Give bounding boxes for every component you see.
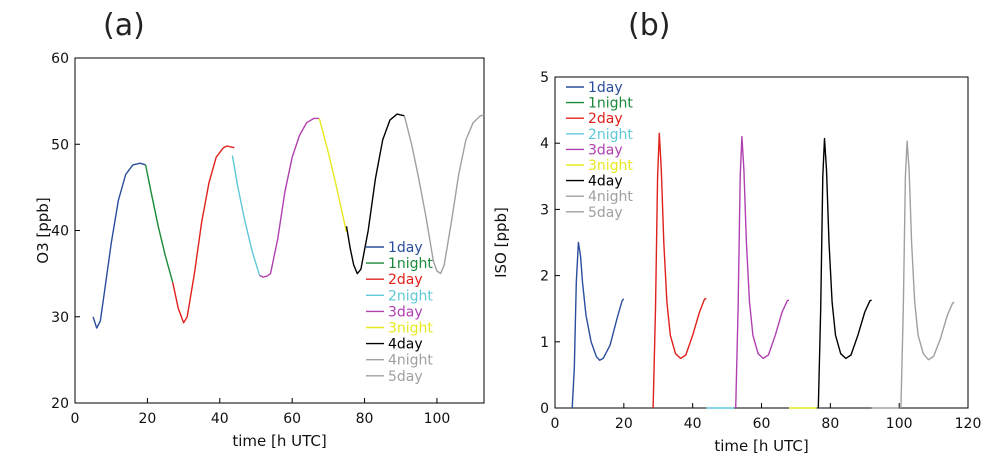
series-line-2day bbox=[652, 132, 707, 409]
series-line-1day bbox=[571, 241, 625, 409]
panel-label-a: (a) bbox=[103, 8, 145, 43]
y-tick-label: 3 bbox=[540, 202, 549, 218]
y-tick-label: 20 bbox=[51, 396, 69, 412]
legend-label-1night: 1night bbox=[588, 96, 633, 112]
series-line-4day bbox=[817, 137, 872, 409]
y-tick-label: 30 bbox=[51, 310, 69, 326]
legend-label-3night: 3night bbox=[388, 321, 433, 337]
x-tick-label: 0 bbox=[71, 411, 80, 427]
x-tick-label: 60 bbox=[283, 411, 301, 427]
x-tick-label: 120 bbox=[955, 416, 982, 432]
x-tick-label: 80 bbox=[821, 416, 839, 432]
legend: 1day1night2day2night3day3night4day4night… bbox=[366, 240, 433, 385]
legend-label-3day: 3day bbox=[588, 142, 623, 158]
legend-label-1day: 1day bbox=[588, 80, 623, 96]
legend-label-4night: 4night bbox=[388, 353, 433, 369]
series-line-3day bbox=[259, 117, 320, 278]
series-line-4day bbox=[345, 113, 405, 275]
series-line-1night bbox=[144, 164, 174, 283]
series-line-5day bbox=[432, 114, 485, 275]
y-tick-label: 2 bbox=[540, 269, 549, 285]
legend-label-4night: 4night bbox=[588, 189, 633, 205]
y-tick-label: 4 bbox=[540, 136, 549, 152]
legend-label-2night: 2night bbox=[588, 127, 633, 143]
y-tick-label: 60 bbox=[51, 51, 69, 67]
x-tick-label: 0 bbox=[551, 416, 560, 432]
x-tick-label: 100 bbox=[886, 416, 913, 432]
legend-label-1night: 1night bbox=[388, 256, 433, 272]
y-tick-label: 1 bbox=[540, 335, 549, 351]
series-line-1day bbox=[92, 162, 146, 329]
legend-label-2day: 2day bbox=[588, 111, 623, 127]
x-axis-label: time [h UTC] bbox=[714, 437, 808, 455]
legend-label-2day: 2day bbox=[388, 272, 423, 288]
legend-label-5day: 5day bbox=[588, 205, 623, 221]
y-tick-label: 0 bbox=[540, 401, 549, 417]
x-tick-label: 20 bbox=[615, 416, 633, 432]
legend-label-2night: 2night bbox=[388, 288, 433, 304]
legend-label-3day: 3day bbox=[388, 304, 423, 320]
legend-label-3night: 3night bbox=[588, 158, 633, 174]
series-line-4night bbox=[403, 115, 434, 261]
y-tick-label: 40 bbox=[51, 224, 69, 240]
series-line-2day bbox=[172, 145, 235, 324]
y-tick-label: 5 bbox=[540, 70, 549, 86]
x-tick-label: 100 bbox=[424, 411, 451, 427]
x-axis-label: time [h UTC] bbox=[232, 432, 326, 450]
x-tick-label: 40 bbox=[684, 416, 702, 432]
series-line-3day bbox=[735, 135, 790, 409]
y-axis-label: ISO [ppb] bbox=[492, 207, 510, 278]
legend-label-1day: 1day bbox=[388, 240, 423, 256]
series-line-2night bbox=[231, 155, 261, 276]
x-tick-label: 40 bbox=[211, 411, 229, 427]
legend-label-4day: 4day bbox=[588, 174, 623, 190]
y-axis-label: O3 [ppb] bbox=[34, 197, 52, 263]
legend-label-5day: 5day bbox=[388, 369, 423, 385]
panel-label-b: (b) bbox=[628, 8, 671, 43]
legend: 1day1night2day2night3day3night4day4night… bbox=[566, 80, 633, 221]
x-tick-label: 80 bbox=[356, 411, 374, 427]
chart-b: 0 20 40 60 80 100 120 0 1 2 3 4 5 time [h UTC] ISO [pp… bbox=[492, 70, 981, 455]
series-line-3night bbox=[318, 118, 348, 233]
x-tick-label: 20 bbox=[138, 411, 156, 427]
y-tick-label: 50 bbox=[51, 137, 69, 153]
legend-label-4day: 4day bbox=[388, 337, 423, 353]
series-line-5day bbox=[900, 140, 955, 409]
x-tick-label: 60 bbox=[753, 416, 771, 432]
